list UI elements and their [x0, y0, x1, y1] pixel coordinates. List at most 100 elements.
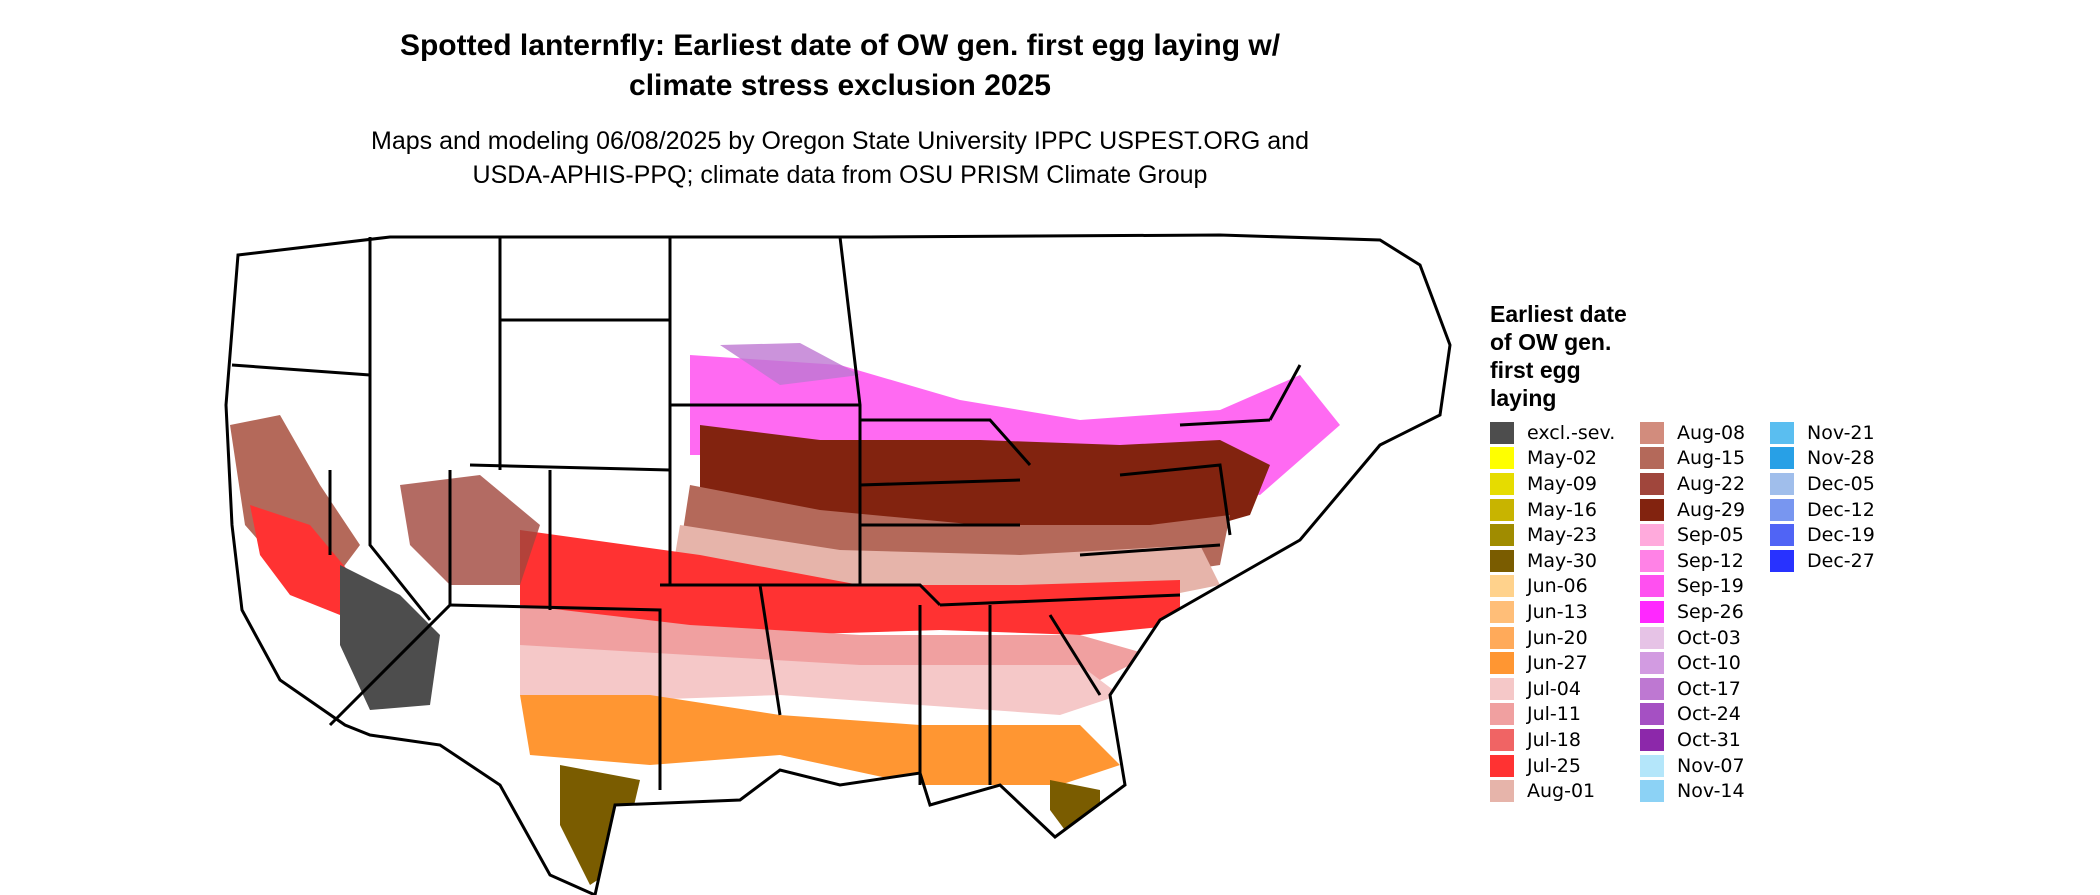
legend-item: Jun-27 — [1490, 650, 1640, 676]
legend-swatch — [1490, 626, 1514, 649]
legend-swatch — [1490, 549, 1514, 572]
legend-item: Jul-11 — [1490, 702, 1640, 728]
legend-label: Oct-03 — [1677, 626, 1741, 649]
legend-label: May-09 — [1527, 472, 1597, 495]
legend-column-2: Aug-08 Aug-15 Aug-22 Aug-29 Sep-05 Sep-12 Sep-… — [1640, 420, 1790, 804]
legend-label: Oct-24 — [1677, 703, 1741, 726]
legend-item: Aug-22 — [1640, 471, 1790, 497]
legend-item: May-02 — [1490, 446, 1640, 472]
legend-swatch — [1490, 754, 1514, 777]
legend-swatch — [1640, 447, 1664, 470]
legend-swatch — [1640, 498, 1664, 521]
legend-item: Jul-04 — [1490, 676, 1640, 702]
legend-column-1: excl.-sev. May-02 May-09 May-16 May-23 May-30… — [1490, 420, 1640, 804]
legend-swatch — [1640, 703, 1664, 726]
zone-west-red — [250, 505, 360, 615]
legend-swatch — [1640, 677, 1664, 700]
legend-swatch — [1640, 472, 1664, 495]
legend-swatch — [1490, 575, 1514, 598]
legend-label: Jun-13 — [1527, 600, 1588, 623]
legend-swatch — [1490, 728, 1514, 751]
legend-swatch — [1490, 652, 1514, 675]
legend-title: Earliest date of OW gen. first egg layin… — [1490, 301, 1627, 411]
legend-swatch — [1490, 703, 1514, 726]
legend-label: Oct-17 — [1677, 677, 1741, 700]
legend-swatch — [1640, 575, 1664, 598]
legend-item: excl.-sev. — [1490, 420, 1640, 446]
legend-label: Sep-05 — [1677, 524, 1744, 547]
legend-label: Oct-10 — [1677, 652, 1741, 675]
legend-item: Dec-27 — [1770, 548, 1920, 574]
legend-item: Oct-24 — [1640, 702, 1790, 728]
legend-label: Sep-19 — [1677, 575, 1744, 598]
legend-item: May-09 — [1490, 471, 1640, 497]
legend-label: Jun-27 — [1527, 652, 1588, 675]
legend-swatch — [1490, 421, 1514, 444]
zone-interior-brown — [400, 475, 540, 585]
legend-item: Aug-15 — [1640, 446, 1790, 472]
legend-label: Aug-22 — [1677, 472, 1746, 495]
legend-item: May-23 — [1490, 522, 1640, 548]
legend-item: Dec-12 — [1770, 497, 1920, 523]
legend-swatch — [1640, 421, 1664, 444]
legend-column-3: Nov-21 Nov-28 Dec-05 Dec-12 Dec-19 Dec-27 — [1770, 420, 1920, 574]
legend-swatch — [1490, 524, 1514, 547]
legend-label: excl.-sev. — [1527, 421, 1616, 444]
legend-item: Sep-26 — [1640, 599, 1790, 625]
legend-item: Oct-31 — [1640, 727, 1790, 753]
legend-swatch — [1490, 447, 1514, 470]
legend-item: Jun-20 — [1490, 625, 1640, 651]
legend-label: Oct-31 — [1677, 728, 1741, 751]
legend-item: Jul-18 — [1490, 727, 1640, 753]
legend-item: Oct-03 — [1640, 625, 1790, 651]
zone-jul-light — [520, 645, 1120, 715]
legend-label: Nov-21 — [1807, 421, 1875, 444]
legend-swatch — [1770, 447, 1794, 470]
legend-item: Nov-28 — [1770, 446, 1920, 472]
legend-label: Dec-19 — [1807, 524, 1875, 547]
zone-excluded-sw — [340, 565, 440, 710]
legend-swatch — [1770, 524, 1794, 547]
legend-label: May-30 — [1527, 549, 1597, 572]
zone-oct-purple — [720, 343, 860, 385]
legend-item: Jun-06 — [1490, 574, 1640, 600]
legend-item: May-16 — [1490, 497, 1640, 523]
legend-item: May-30 — [1490, 548, 1640, 574]
legend-swatch — [1640, 524, 1664, 547]
legend-item: Nov-07 — [1640, 753, 1790, 779]
legend-label: Aug-15 — [1677, 447, 1746, 470]
legend-swatch — [1640, 652, 1664, 675]
legend-label: May-16 — [1527, 498, 1597, 521]
legend-label: Aug-29 — [1677, 498, 1746, 521]
state-borders — [224, 233, 1452, 895]
map-title: Spotted lanternfly: Earliest date of OW … — [399, 29, 1281, 102]
legend-label: Jul-11 — [1527, 703, 1581, 726]
legend-swatch — [1640, 754, 1664, 777]
legend-swatch — [1490, 472, 1514, 495]
legend-label: Dec-05 — [1807, 472, 1875, 495]
legend-swatch — [1770, 498, 1794, 521]
legend-item: Nov-21 — [1770, 420, 1920, 446]
legend-swatch — [1770, 421, 1794, 444]
legend-swatch — [1770, 472, 1794, 495]
legend-swatch — [1490, 498, 1514, 521]
legend-swatch — [1490, 600, 1514, 623]
legend-item: Aug-08 — [1640, 420, 1790, 446]
legend-item: Sep-05 — [1640, 522, 1790, 548]
legend-label: Nov-28 — [1807, 447, 1875, 470]
legend-item: Aug-01 — [1490, 778, 1640, 804]
legend-swatch — [1490, 677, 1514, 700]
legend-label: Jul-25 — [1527, 754, 1581, 777]
map-subtitle: Maps and modeling 06/08/2025 by Oregon S… — [371, 127, 1309, 189]
legend-item: Oct-17 — [1640, 676, 1790, 702]
legend-swatch — [1640, 728, 1664, 751]
legend-swatch — [1640, 780, 1664, 803]
legend-item: Jul-25 — [1490, 753, 1640, 779]
legend-item: Dec-19 — [1770, 522, 1920, 548]
legend-label: May-23 — [1527, 524, 1597, 547]
legend-label: Nov-14 — [1677, 780, 1745, 803]
legend-item: Sep-19 — [1640, 574, 1790, 600]
legend-item: Jun-13 — [1490, 599, 1640, 625]
legend-item: Nov-14 — [1640, 778, 1790, 804]
date-zones — [230, 343, 1340, 885]
